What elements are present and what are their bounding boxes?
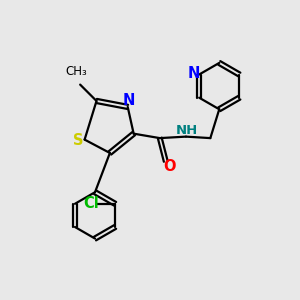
- Text: CH₃: CH₃: [66, 65, 88, 78]
- Text: O: O: [163, 159, 176, 174]
- Text: N: N: [123, 94, 135, 109]
- Text: S: S: [73, 133, 83, 148]
- Text: N: N: [188, 65, 200, 80]
- Text: NH: NH: [176, 124, 198, 136]
- Text: Cl: Cl: [83, 196, 99, 211]
